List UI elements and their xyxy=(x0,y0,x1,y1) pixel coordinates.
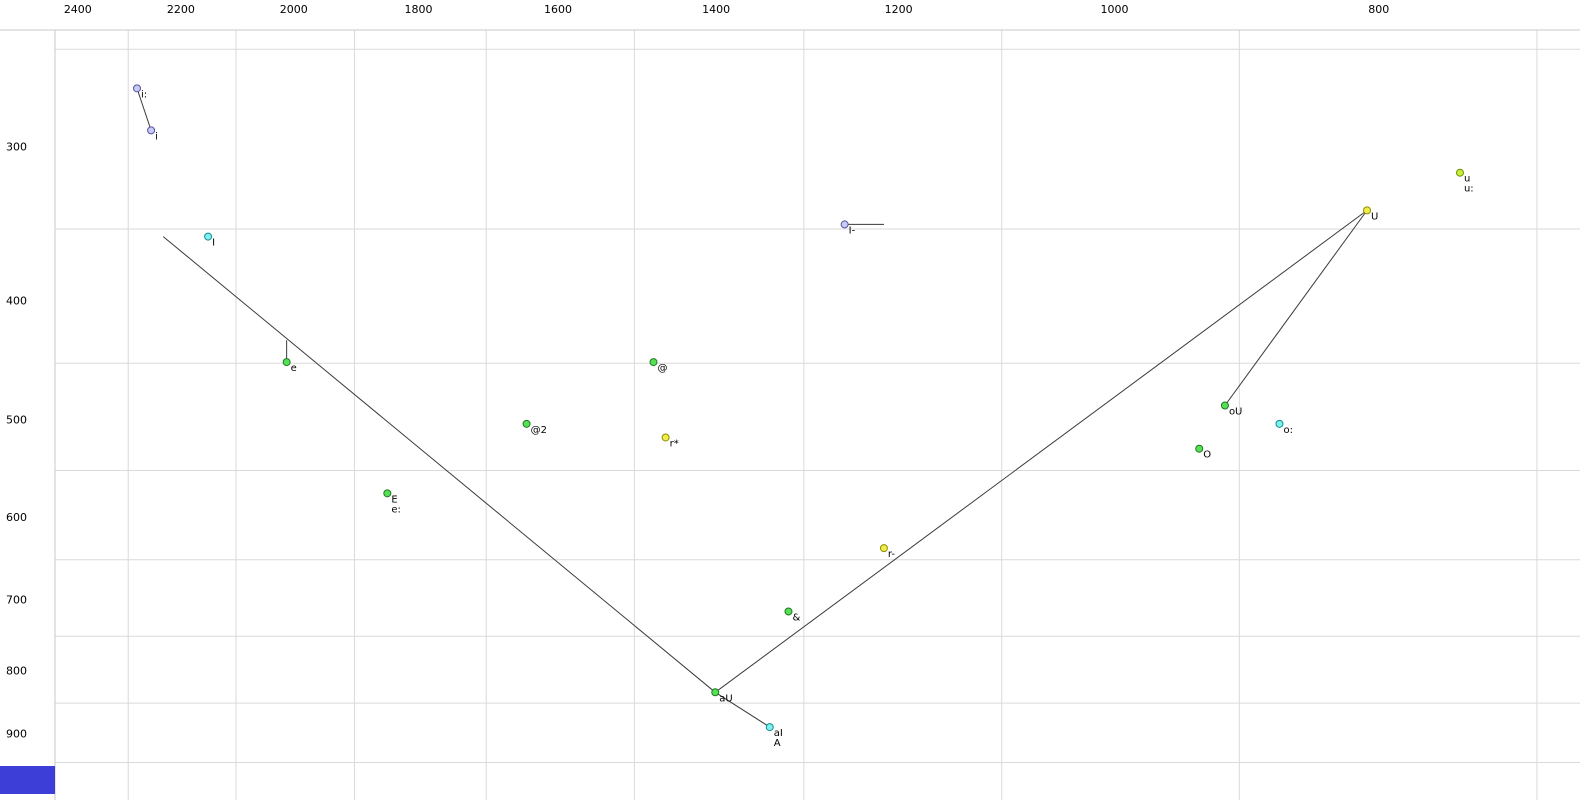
x-axis-tick-label: 2200 xyxy=(167,3,195,16)
vowel-point-@ xyxy=(649,358,658,367)
trajectory-line-back-diagonal xyxy=(714,209,1368,693)
vowel-label-E: E xyxy=(391,494,397,505)
trajectory-line-u-to-ou xyxy=(1224,210,1368,406)
vowel-label-A: A xyxy=(774,738,781,749)
x-axis-tick-label: 1200 xyxy=(885,3,913,16)
vowel-point-I xyxy=(204,232,213,241)
vowel-point-i: xyxy=(132,84,141,93)
x-axis-tick-label: 1400 xyxy=(702,3,730,16)
vowel-point-I- xyxy=(840,220,849,229)
vowel-point-r- xyxy=(879,544,888,553)
vowel-label-e: e xyxy=(291,363,297,374)
x-axis-tick-label: 2000 xyxy=(280,3,308,16)
vowel-point-aU xyxy=(711,688,720,697)
y-axis-tick-label: 400 xyxy=(6,294,27,307)
vowel-label-i: i xyxy=(155,131,158,142)
vowel-point-E xyxy=(383,489,392,498)
y-axis-tick-label: 500 xyxy=(6,414,27,427)
vowel-label-aU: aU xyxy=(719,693,732,704)
x-axis-tick-label: 800 xyxy=(1368,3,1389,16)
vowel-label-U: U xyxy=(1371,211,1378,222)
vowel-point-@2 xyxy=(522,419,531,428)
trajectory-line-front-diagonal xyxy=(162,236,716,693)
x-axis-tick-label: 2400 xyxy=(64,3,92,16)
vowel-label-e:: e: xyxy=(391,504,401,515)
y-axis-tick-label: 300 xyxy=(6,141,27,154)
vowel-label-u:: u: xyxy=(1464,184,1474,195)
vowel-point-oU xyxy=(1220,401,1229,410)
vowel-label-u: u xyxy=(1464,174,1470,185)
y-axis-tick-label: 600 xyxy=(6,511,27,524)
vowel-point-& xyxy=(784,607,793,616)
vowel-label-@: @ xyxy=(657,363,667,374)
vowel-label-O: O xyxy=(1203,450,1211,461)
vowel-label-o:: o: xyxy=(1283,425,1293,436)
y-axis-tick-label: 700 xyxy=(6,593,27,606)
vowel-label-oU: oU xyxy=(1229,407,1242,418)
vowel-label-r*: r* xyxy=(670,438,679,449)
y-axis-tick-label: 900 xyxy=(6,728,27,741)
vowel-label-r-: r- xyxy=(888,549,895,560)
vowel-point-U xyxy=(1363,206,1372,215)
vowel-point-O xyxy=(1195,444,1204,453)
x-axis-tick-label: 1800 xyxy=(404,3,432,16)
corner-swatch xyxy=(0,766,55,794)
vowel-point-e xyxy=(282,358,291,367)
vowel-label-&: & xyxy=(792,612,800,623)
x-axis-tick-label: 1600 xyxy=(544,3,572,16)
y-axis-tick-label: 800 xyxy=(6,665,27,678)
vowel-point-o: xyxy=(1275,419,1284,428)
trajectory-line-i-long-to-i xyxy=(136,88,152,131)
trajectory-line-au-to-ai xyxy=(714,691,771,728)
vowel-label-aI: aI xyxy=(774,728,783,739)
vowel-point-i xyxy=(147,126,156,135)
vowel-label-i:: i: xyxy=(141,89,147,100)
vowel-label-@2: @2 xyxy=(531,425,547,436)
vowel-label-I: I xyxy=(212,238,215,249)
vowel-point-u xyxy=(1455,168,1464,177)
vowel-label-I-: I- xyxy=(849,225,856,236)
x-axis-tick-label: 1000 xyxy=(1101,3,1129,16)
vowel-point-aI xyxy=(765,723,774,732)
vowel-point-r* xyxy=(661,433,670,442)
